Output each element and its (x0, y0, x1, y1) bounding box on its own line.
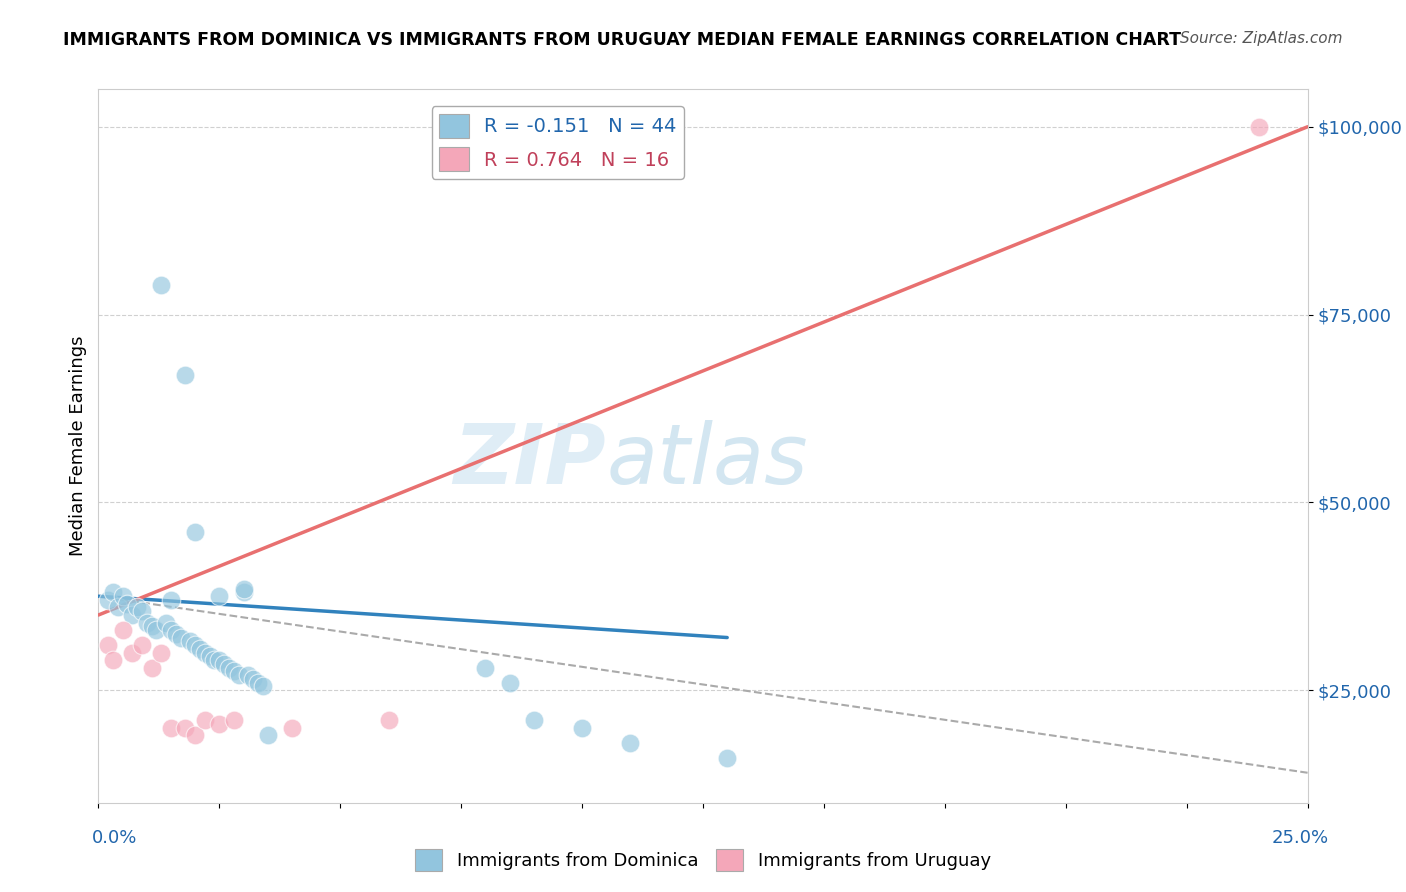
Point (97, 593, 120, 607)
Point (150, 277, 173, 292)
Point (131, 638, 153, 652)
Legend: R = -0.151   N = 44, R = 0.764   N = 16: R = -0.151 N = 44, R = 0.764 N = 16 (432, 106, 685, 178)
Point (208, 717, 231, 731)
Point (619, 736, 641, 750)
Point (111, 623, 134, 637)
Point (121, 646, 143, 660)
Point (1249, 120, 1271, 134)
Point (155, 615, 177, 630)
Point (179, 634, 201, 648)
Point (135, 615, 157, 630)
Point (184, 638, 207, 652)
Point (218, 660, 240, 674)
Point (571, 721, 593, 735)
Point (165, 627, 187, 641)
Point (145, 623, 167, 637)
Point (97, 638, 120, 652)
Point (208, 653, 231, 667)
Point (184, 728, 207, 742)
Point (232, 585, 254, 599)
Point (141, 660, 163, 674)
Text: atlas: atlas (606, 420, 808, 500)
Point (281, 721, 304, 735)
Point (184, 525, 207, 540)
Point (101, 653, 124, 667)
Point (242, 672, 264, 686)
Y-axis label: Median Female Earnings: Median Female Earnings (69, 335, 87, 557)
Point (174, 368, 197, 382)
Point (498, 675, 520, 690)
Point (198, 649, 221, 664)
Point (212, 657, 235, 671)
Point (169, 631, 191, 645)
Text: ZIP: ZIP (454, 420, 606, 500)
Point (523, 713, 546, 727)
Point (111, 589, 134, 603)
Point (377, 713, 399, 727)
Point (141, 619, 163, 633)
Text: IMMIGRANTS FROM DOMINICA VS IMMIGRANTS FROM URUGUAY MEDIAN FEMALE EARNINGS CORRE: IMMIGRANTS FROM DOMINICA VS IMMIGRANTS F… (63, 31, 1181, 49)
Point (256, 728, 278, 742)
Text: Source: ZipAtlas.com: Source: ZipAtlas.com (1180, 31, 1343, 46)
Point (131, 604, 153, 618)
Point (208, 589, 231, 603)
Point (117, 597, 139, 611)
Text: 0.0%: 0.0% (91, 829, 136, 847)
Point (188, 641, 211, 656)
Text: 25.0%: 25.0% (1271, 829, 1329, 847)
Point (194, 646, 217, 660)
Point (127, 600, 149, 615)
Point (474, 660, 496, 674)
Point (204, 653, 226, 667)
Point (107, 600, 129, 615)
Point (716, 750, 738, 764)
Point (222, 713, 245, 727)
Point (238, 668, 260, 682)
Point (228, 668, 250, 682)
Point (174, 721, 197, 735)
Point (222, 665, 245, 679)
Point (160, 623, 183, 637)
Point (121, 607, 143, 622)
Point (232, 582, 254, 596)
Point (252, 679, 274, 693)
Point (160, 593, 183, 607)
Legend: Immigrants from Dominica, Immigrants from Uruguay: Immigrants from Dominica, Immigrants fro… (408, 842, 998, 879)
Point (101, 585, 124, 599)
Point (247, 675, 270, 690)
Point (160, 721, 183, 735)
Point (194, 713, 217, 727)
Point (150, 646, 173, 660)
